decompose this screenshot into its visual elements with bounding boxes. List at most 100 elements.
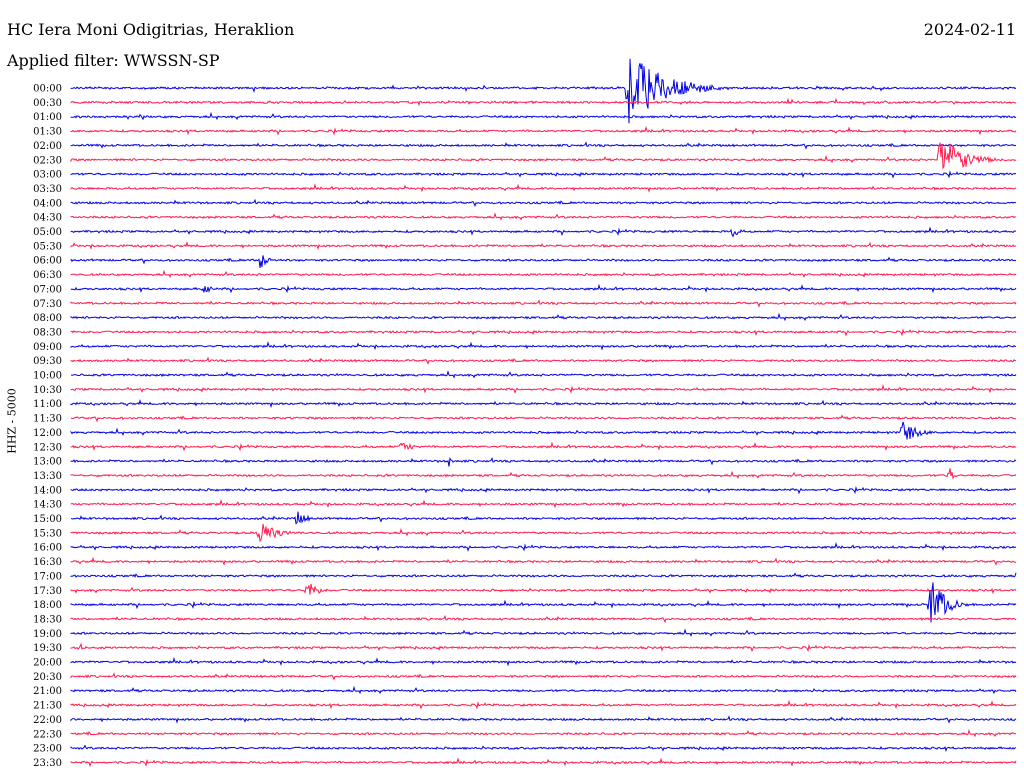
- date-label: 2024-02-11: [923, 20, 1016, 39]
- trace-line: [70, 583, 1017, 595]
- row-time-label: 15:00: [33, 514, 62, 525]
- row-time-label: 16:30: [33, 557, 62, 568]
- trace-line: [70, 699, 1017, 710]
- row-time-label: 21:00: [33, 686, 62, 697]
- trace-line: [70, 398, 1017, 409]
- row-time-label: 14:30: [33, 500, 62, 511]
- row-time-label: 17:30: [33, 586, 62, 597]
- row-time-label: 05:30: [33, 241, 62, 252]
- trace-line: [70, 414, 1017, 423]
- row-time-label: 02:30: [33, 155, 62, 166]
- trace-line: [70, 141, 1017, 150]
- row-time-label: 07:00: [33, 284, 62, 295]
- row-time-label: 18:00: [33, 600, 62, 611]
- trace-line: [70, 744, 1017, 753]
- trace-line: [70, 542, 1017, 552]
- row-time-label: 23:30: [33, 758, 62, 769]
- trace-line: [70, 226, 1017, 238]
- row-time-label: 16:00: [33, 543, 62, 554]
- trace-line: [70, 241, 1017, 251]
- trace-line: [70, 556, 1017, 566]
- trace-line: [70, 715, 1017, 724]
- row-time-label: 13:00: [33, 457, 62, 468]
- trace-line: [70, 370, 1017, 379]
- trace-line: [70, 125, 1017, 136]
- row-time-label: 11:30: [33, 414, 62, 425]
- row-time-label: 22:00: [33, 715, 62, 726]
- row-time-label: 09:00: [33, 342, 62, 353]
- trace-line: [70, 485, 1016, 495]
- row-time-label: 02:00: [33, 141, 62, 152]
- trace-line: [70, 582, 1017, 623]
- row-time-label: 00:00: [33, 84, 62, 95]
- row-time-label: 18:30: [33, 614, 62, 625]
- row-time-label: 13:30: [33, 471, 62, 482]
- trace-line: [70, 111, 1017, 121]
- trace-line: [70, 142, 1017, 170]
- trace-line: [70, 341, 1017, 351]
- trace-line: [70, 312, 1017, 322]
- row-time-label: 19:30: [33, 643, 62, 654]
- trace-line: [70, 328, 1017, 337]
- row-time-label: 07:30: [33, 299, 62, 310]
- trace-line: [70, 384, 1017, 394]
- row-time-label: 08:00: [33, 313, 62, 324]
- trace-line: [70, 498, 1017, 509]
- row-time-label: 10:30: [33, 385, 62, 396]
- trace-line: [70, 421, 1017, 440]
- trace-line: [70, 212, 1017, 221]
- row-time-label: 15:30: [33, 528, 62, 539]
- row-time-label: 10:00: [33, 371, 62, 382]
- trace-line: [70, 468, 1017, 480]
- row-time-label: 17:00: [33, 571, 62, 582]
- row-time-label: 21:30: [33, 701, 62, 712]
- row-time-label: 08:30: [33, 327, 62, 338]
- trace-line: [70, 757, 1017, 768]
- row-time-label: 06:00: [33, 256, 62, 267]
- trace-line: [70, 628, 1017, 637]
- station-title: HC Iera Moni Odigitrias, Heraklion: [7, 20, 295, 39]
- row-time-label: 11:00: [33, 399, 62, 410]
- trace-line: [70, 356, 1017, 365]
- row-time-label: 12:00: [33, 428, 62, 439]
- row-time-label: 09:30: [33, 356, 62, 367]
- trace-line: [70, 614, 1017, 624]
- row-time-label: 03:00: [33, 170, 62, 181]
- trace-line: [70, 656, 1017, 667]
- row-time-label: 20:30: [33, 672, 62, 683]
- row-time-label: 22:30: [33, 729, 62, 740]
- row-time-label: 14:00: [33, 485, 62, 496]
- trace-line: [70, 572, 1017, 579]
- row-time-label: 04:00: [33, 198, 62, 209]
- trace-line: [70, 170, 1017, 179]
- row-time-label: 05:00: [33, 227, 62, 238]
- trace-line: [70, 441, 1017, 452]
- trace-line: [70, 269, 1017, 279]
- row-time-label: 19:00: [33, 629, 62, 640]
- row-time-label: 03:30: [33, 184, 62, 195]
- trace-line: [70, 511, 1016, 525]
- row-time-label: 04:30: [33, 213, 62, 224]
- trace-line: [70, 299, 1017, 308]
- trace-line: [70, 198, 1016, 208]
- trace-line: [70, 58, 1017, 124]
- trace-line: [70, 523, 1017, 543]
- trace-line: [70, 642, 1017, 653]
- row-time-label: 00:30: [33, 98, 62, 109]
- trace-line: [70, 97, 1017, 107]
- row-time-label: 01:30: [33, 127, 62, 138]
- trace-line: [70, 685, 1017, 695]
- trace-line: [70, 672, 1017, 681]
- trace-line: [70, 456, 1017, 467]
- trace-line: [70, 728, 1017, 738]
- row-time-label: 01:00: [33, 112, 62, 123]
- row-time-label: 12:30: [33, 442, 62, 453]
- row-time-label: 20:00: [33, 658, 62, 669]
- filter-label: Applied filter: WWSSN-SP: [7, 51, 220, 70]
- trace-line: [70, 283, 1017, 294]
- row-time-label: 23:00: [33, 744, 62, 755]
- trace-line: [70, 183, 1017, 193]
- row-time-label: 06:30: [33, 270, 62, 281]
- trace-line: [70, 255, 1017, 268]
